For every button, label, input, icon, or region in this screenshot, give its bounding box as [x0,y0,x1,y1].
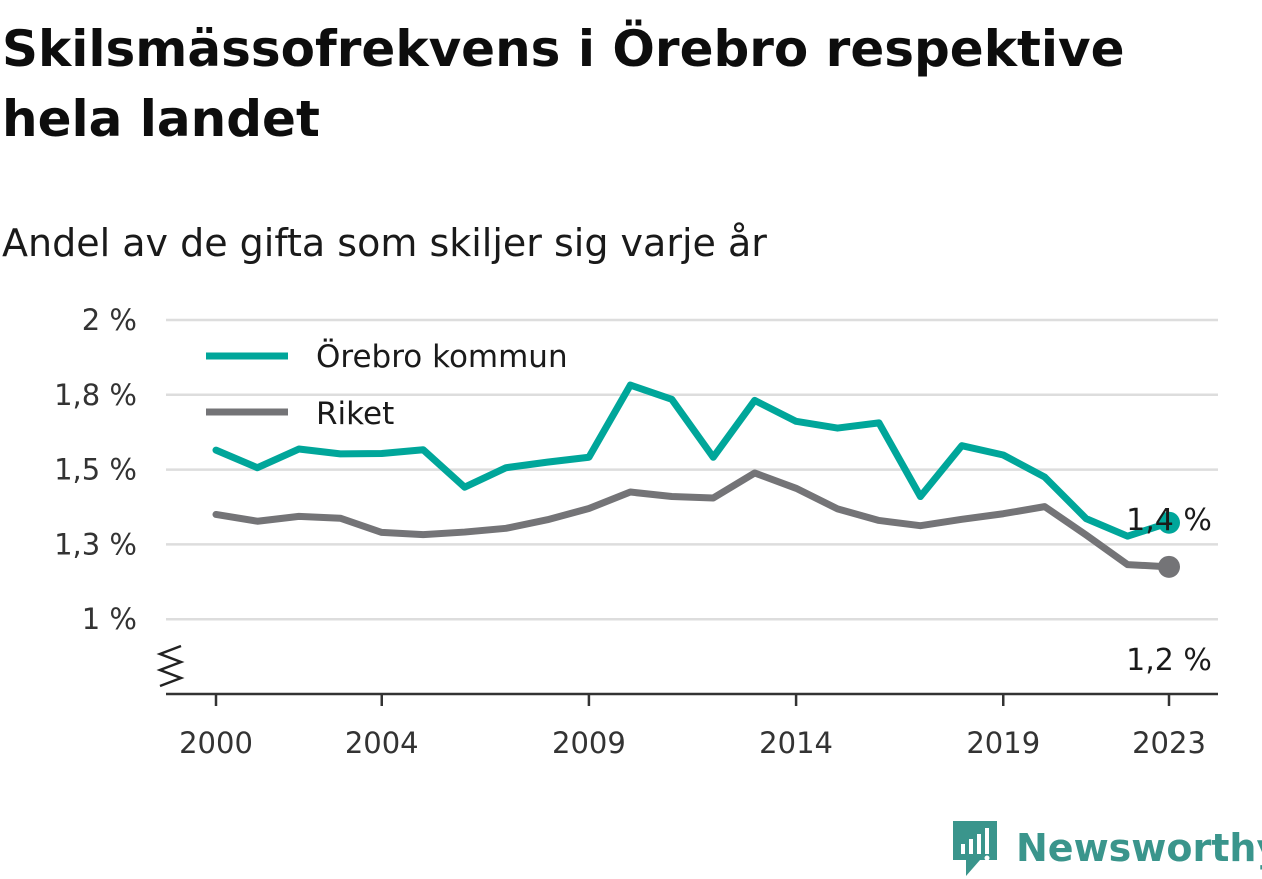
chart-title: Skilsmässofrekvens i Örebro respektive h… [2,20,1125,148]
newsworthy-logo-icon [953,821,997,876]
x-tick-label: 2009 [552,726,626,760]
x-tick-label: 2014 [759,726,833,760]
y-tick-label: 1 % [82,602,137,636]
legend-label-riket: Riket [316,396,394,432]
end-label-riket: 1,2 % [1126,643,1212,678]
axes [156,644,1218,696]
brand-name: Newsworthy [1016,826,1262,870]
x-tick-label: 2023 [1132,726,1206,760]
chart-subtitle: Andel av de gifta som skiljer sig varje … [2,221,767,265]
series-line-riket [212,469,1173,571]
end-labels: 1,4 % 1,2 % [1126,503,1212,678]
series-lines [212,381,1180,578]
y-tick-label: 2 % [82,303,137,337]
y-tick-label: 1,5 % [54,453,137,487]
end-point-riket [1158,555,1180,578]
x-tick-label: 2019 [966,726,1040,760]
tick-labels: 2 % 1,8 % 1,5 % 1,3 % 1 % 2000 2004 2009 2014 201… [54,303,1206,760]
series-line-orebro [212,381,1173,540]
grid-lines [166,318,1218,621]
brand: Newsworthy [950,818,1262,878]
end-point-orebro [1158,511,1180,534]
y-axis-break-icon [156,644,185,688]
y-tick-label: 1,3 % [54,527,137,561]
y-tick-label: 1,8 % [54,378,137,412]
x-tick-label: 2004 [345,726,419,760]
x-tick-label: 2000 [179,726,253,760]
legend-label-orebro: Örebro kommun [316,338,568,375]
end-label-orebro: 1,4 % [1126,503,1212,538]
legend: Örebro kommun Riket [206,338,568,432]
